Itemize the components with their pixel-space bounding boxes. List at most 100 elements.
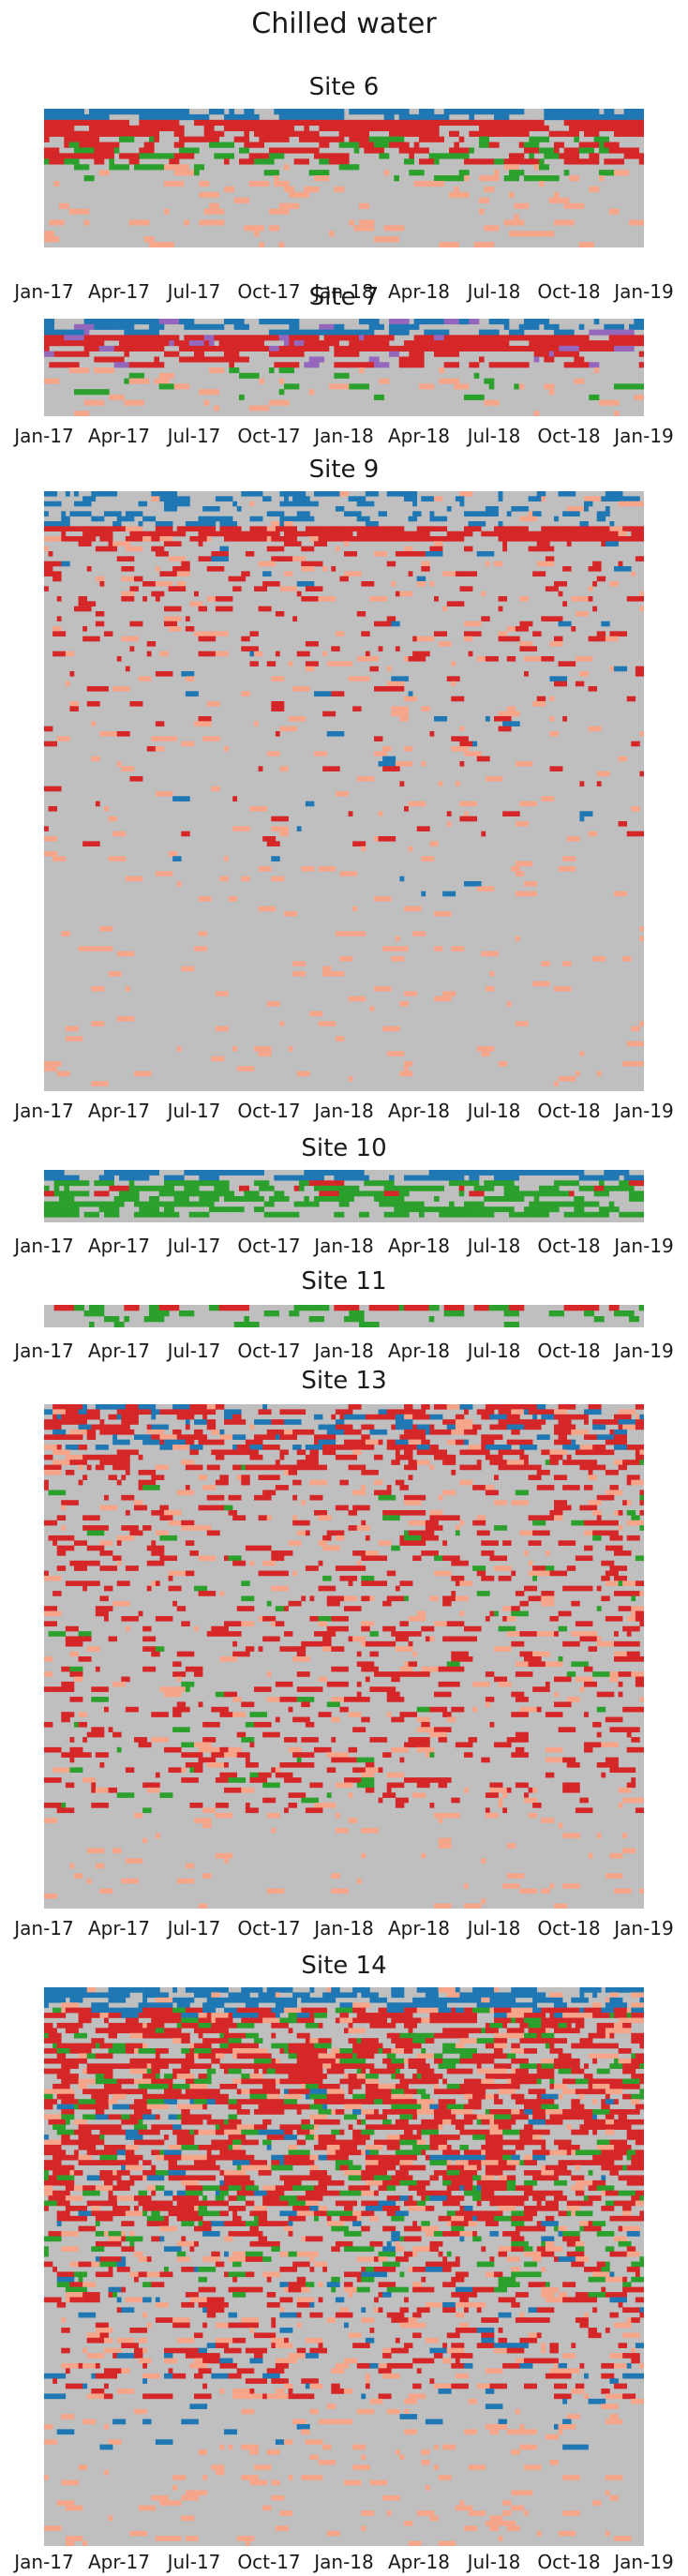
heatmap-cell	[503, 175, 519, 182]
heatmap-cell	[378, 2007, 388, 2014]
heatmap-cell	[149, 242, 165, 247]
heatmap-cell	[269, 329, 290, 336]
heatmap-cell	[536, 1469, 550, 1475]
heatmap-cell	[374, 1666, 379, 1672]
heatmap-cell	[232, 586, 242, 592]
heatmap-cell	[125, 2043, 130, 2049]
heatmap-cell	[218, 340, 234, 347]
heatmap-cell	[121, 1494, 135, 1501]
heatmap-cell	[112, 2170, 118, 2176]
heatmap-cell	[146, 2058, 165, 2064]
heatmap-cell	[224, 186, 230, 193]
heatmap-cell	[211, 1409, 217, 1415]
heatmap-cell	[541, 2093, 559, 2100]
heatmap-cell	[395, 1646, 413, 1652]
heatmap-cell	[168, 1686, 187, 1692]
heatmap-cell	[214, 130, 225, 137]
heatmap-cell	[601, 2104, 610, 2110]
heatmap-cell	[292, 2104, 310, 2110]
heatmap-cell	[511, 2043, 520, 2049]
heatmap-cell	[635, 1676, 644, 1683]
heatmap-cell	[515, 1731, 529, 1738]
heatmap-cell	[459, 1439, 465, 1445]
heatmap-cell	[109, 164, 129, 171]
x-tick-label: Jan-18	[314, 425, 374, 447]
heatmap-cell	[499, 1206, 515, 1213]
heatmap-cell	[266, 2068, 277, 2074]
heatmap-cell	[95, 2093, 109, 2100]
heatmap-cell	[335, 1419, 345, 1425]
heatmap-cell	[429, 1752, 435, 1758]
heatmap-cell	[421, 1666, 439, 1672]
heatmap-cell	[64, 125, 75, 131]
heatmap-cell	[631, 1737, 640, 1743]
heatmap-cell	[228, 1419, 247, 1425]
heatmap-cell	[74, 1676, 83, 1683]
heatmap-cell	[44, 2114, 62, 2120]
heatmap-cell	[631, 741, 640, 747]
heatmap-cell	[438, 1737, 448, 1743]
heatmap-cell	[52, 1987, 70, 1993]
heatmap-cell	[399, 1580, 413, 1586]
heatmap-cell	[476, 1409, 495, 1415]
heatmap-cell	[119, 125, 140, 131]
heatmap-cell	[353, 119, 365, 127]
heatmap-cell	[459, 531, 465, 537]
heatmap-cell	[438, 2063, 456, 2069]
heatmap-cell	[194, 1987, 203, 1993]
heatmap-cell	[78, 1464, 83, 1471]
heatmap-cell	[378, 811, 383, 816]
heatmap-cell	[259, 136, 270, 142]
heatmap-cell	[326, 731, 345, 737]
heatmap-cell	[44, 1409, 53, 1415]
heatmap-cell	[258, 1777, 268, 1783]
heatmap-cell	[134, 164, 144, 171]
heatmap-cell	[605, 1490, 623, 1496]
heatmap-cell	[359, 1211, 369, 1218]
heatmap-cell	[292, 971, 307, 977]
heatmap-cell	[455, 1530, 460, 1536]
heatmap-cell	[622, 891, 628, 897]
heatmap-cell	[292, 616, 298, 622]
heatmap-cell	[61, 1525, 67, 1531]
heatmap-cell	[356, 2190, 362, 2196]
heatmap-cell	[536, 1485, 555, 1490]
heatmap-cell	[434, 335, 444, 341]
x-tick-label: Oct-17	[237, 1340, 301, 1362]
heatmap-cell	[382, 756, 396, 762]
heatmap-cell	[151, 2013, 165, 2018]
heatmap-cell	[511, 1615, 516, 1622]
heatmap-cell	[78, 596, 88, 602]
heatmap-cell	[164, 164, 170, 171]
heatmap-cell	[429, 2154, 439, 2161]
heatmap-cell	[622, 2068, 636, 2074]
heatmap-cell	[262, 1615, 268, 1622]
heatmap-cell	[121, 2195, 135, 2201]
heatmap-cell	[239, 394, 245, 400]
heatmap-cell	[44, 501, 62, 507]
heatmap-cell	[365, 1987, 370, 1993]
heatmap-cell	[78, 1712, 88, 1717]
heatmap-cell	[44, 329, 65, 336]
heatmap-cell	[412, 2038, 426, 2044]
heatmap-cell	[53, 1180, 75, 1187]
heatmap-cell	[605, 2032, 610, 2039]
heatmap-cell	[618, 2144, 632, 2150]
heatmap-cell	[44, 2013, 49, 2018]
heatmap-cell	[64, 158, 80, 165]
heatmap-cell	[511, 1610, 529, 1617]
heatmap-cell	[592, 1419, 598, 1425]
heatmap-cell	[506, 1873, 516, 1880]
heatmap-cell	[379, 1180, 395, 1187]
heatmap-cell	[279, 1454, 285, 1460]
heatmap-cell	[326, 1752, 337, 1758]
heatmap-cell	[498, 1449, 512, 1456]
heatmap-cell	[592, 2013, 610, 2018]
heatmap-cell	[181, 2154, 190, 2161]
heatmap-cell	[254, 2058, 272, 2064]
heatmap-cell	[379, 335, 384, 341]
heatmap-cell	[386, 1051, 405, 1056]
heatmap-cell	[151, 1475, 165, 1480]
heatmap-cell	[614, 1439, 628, 1445]
heatmap-cell	[129, 1419, 139, 1425]
